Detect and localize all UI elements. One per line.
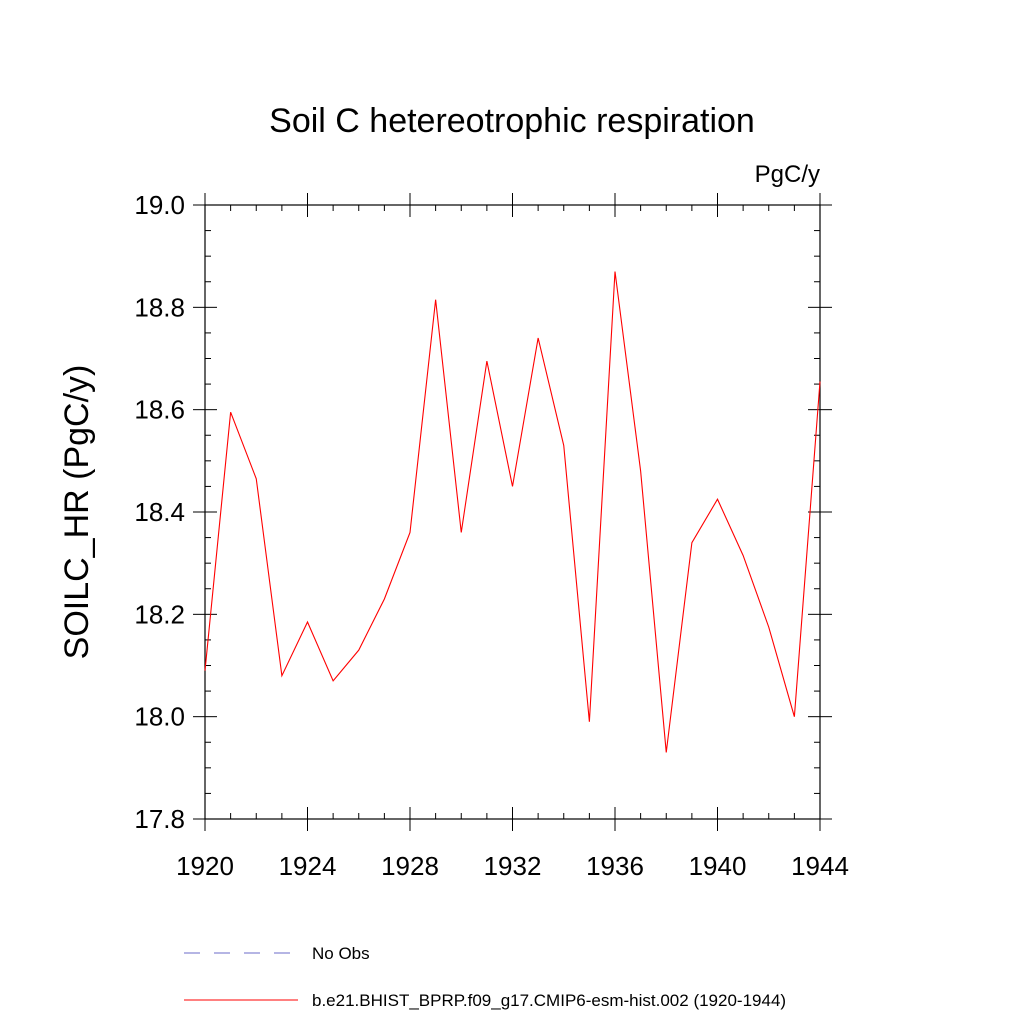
x-tick-label: 1932 [484, 851, 542, 881]
y-tick-label: 18.6 [134, 395, 185, 425]
x-tick-label: 1924 [279, 851, 337, 881]
legend-label: No Obs [312, 944, 370, 963]
legend-label: b.e21.BHIST_BPRP.f09_g17.CMIP6-esm-hist.… [312, 991, 786, 1010]
x-tick-label: 1944 [791, 851, 849, 881]
y-tick-label: 18.2 [134, 599, 185, 629]
plot-frame [204, 204, 821, 820]
y-tick-label: 18.0 [134, 702, 185, 732]
series-line [204, 271, 821, 753]
y-tick-label: 17.8 [134, 804, 185, 834]
y-tick-label: 19.0 [134, 190, 185, 220]
y-tick-label: 18.4 [134, 497, 185, 527]
series-layer [204, 271, 821, 753]
x-tick-label: 1936 [586, 851, 644, 881]
y-tick-label: 18.8 [134, 292, 185, 322]
x-tick-label: 1920 [176, 851, 234, 881]
legend: No Obs b.e21.BHIST_BPRP.f09_g17.CMIP6-esm… [184, 944, 786, 1010]
x-tick-label: 1928 [381, 851, 439, 881]
chart-title: Soil C hetereotrophic respiration [269, 102, 755, 140]
y-axis-label: SOILC_HR (PgC/y) [58, 365, 96, 660]
units-label: PgC/y [755, 161, 820, 188]
x-tick-label: 1940 [689, 851, 747, 881]
axis-ticks: 1920 1924 1928 1932 1936 1940 1944 17.8 18.0 18.2… [134, 190, 849, 881]
